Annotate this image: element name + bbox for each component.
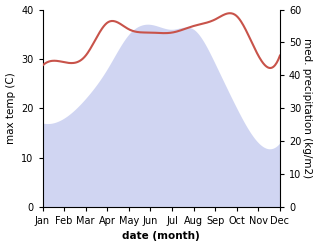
Y-axis label: max temp (C): max temp (C) [5, 72, 16, 144]
Y-axis label: med. precipitation (kg/m2): med. precipitation (kg/m2) [302, 38, 313, 178]
X-axis label: date (month): date (month) [122, 231, 200, 242]
